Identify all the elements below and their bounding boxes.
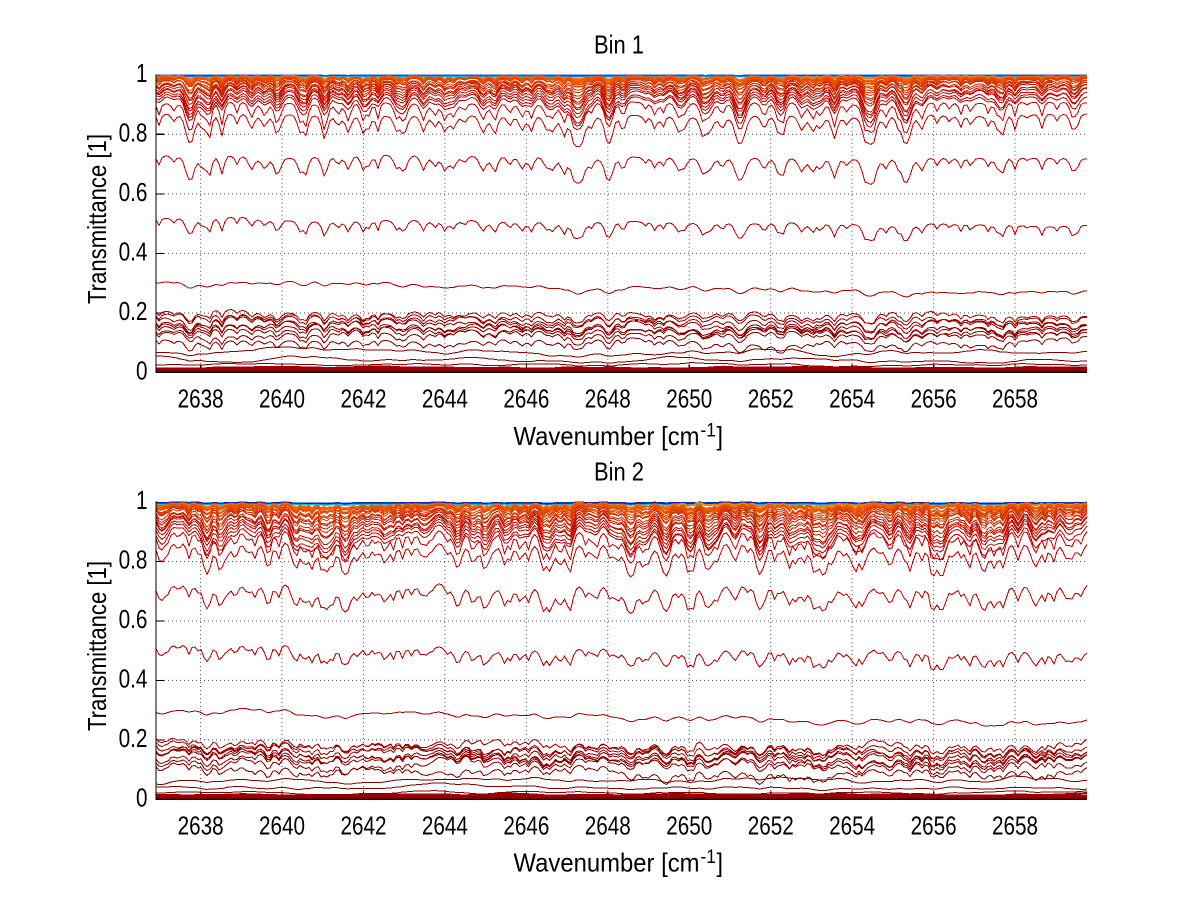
svg-text:0.2: 0.2 bbox=[119, 296, 148, 326]
svg-text:2656: 2656 bbox=[911, 384, 957, 414]
svg-text:Bin 1: Bin 1 bbox=[594, 30, 644, 60]
svg-text:2638: 2638 bbox=[178, 811, 224, 841]
svg-text:Wavenumber [cm: Wavenumber [cm bbox=[514, 421, 700, 451]
svg-text:2650: 2650 bbox=[666, 384, 712, 414]
svg-text:2652: 2652 bbox=[748, 811, 794, 841]
svg-text:0.4: 0.4 bbox=[119, 663, 148, 693]
svg-text:]: ] bbox=[717, 848, 724, 878]
svg-text:2646: 2646 bbox=[503, 811, 549, 841]
svg-text:0: 0 bbox=[136, 782, 148, 812]
svg-text:2638: 2638 bbox=[178, 384, 224, 414]
svg-text:0.6: 0.6 bbox=[119, 177, 148, 207]
svg-text:-1: -1 bbox=[701, 846, 717, 868]
svg-text:2646: 2646 bbox=[503, 384, 549, 414]
svg-text:Transmittance [1]: Transmittance [1] bbox=[82, 134, 112, 304]
svg-text:1: 1 bbox=[136, 485, 148, 515]
svg-text:2640: 2640 bbox=[259, 384, 305, 414]
svg-text:0: 0 bbox=[136, 356, 148, 386]
svg-text:Bin 2: Bin 2 bbox=[594, 457, 644, 487]
svg-text:0.6: 0.6 bbox=[119, 604, 148, 634]
svg-text:0.8: 0.8 bbox=[119, 545, 148, 575]
svg-text:2640: 2640 bbox=[259, 811, 305, 841]
svg-text:2642: 2642 bbox=[341, 384, 387, 414]
svg-text:2654: 2654 bbox=[829, 811, 875, 841]
svg-text:2654: 2654 bbox=[829, 384, 875, 414]
svg-text:2656: 2656 bbox=[911, 811, 957, 841]
svg-text:]: ] bbox=[717, 421, 724, 451]
svg-text:0.8: 0.8 bbox=[119, 117, 148, 147]
svg-text:Wavenumber [cm: Wavenumber [cm bbox=[514, 848, 700, 878]
svg-text:2658: 2658 bbox=[992, 384, 1038, 414]
svg-text:0.4: 0.4 bbox=[119, 236, 148, 266]
svg-text:1: 1 bbox=[136, 58, 148, 88]
svg-text:2648: 2648 bbox=[585, 811, 631, 841]
svg-text:2644: 2644 bbox=[422, 384, 468, 414]
svg-text:2658: 2658 bbox=[992, 811, 1038, 841]
svg-text:-1: -1 bbox=[701, 419, 717, 441]
svg-text:Transmittance [1]: Transmittance [1] bbox=[82, 561, 112, 731]
svg-text:0.2: 0.2 bbox=[119, 723, 148, 753]
svg-text:2650: 2650 bbox=[666, 811, 712, 841]
svg-text:2652: 2652 bbox=[748, 384, 794, 414]
svg-text:2644: 2644 bbox=[422, 811, 468, 841]
svg-text:2642: 2642 bbox=[341, 811, 387, 841]
svg-text:2648: 2648 bbox=[585, 384, 631, 414]
